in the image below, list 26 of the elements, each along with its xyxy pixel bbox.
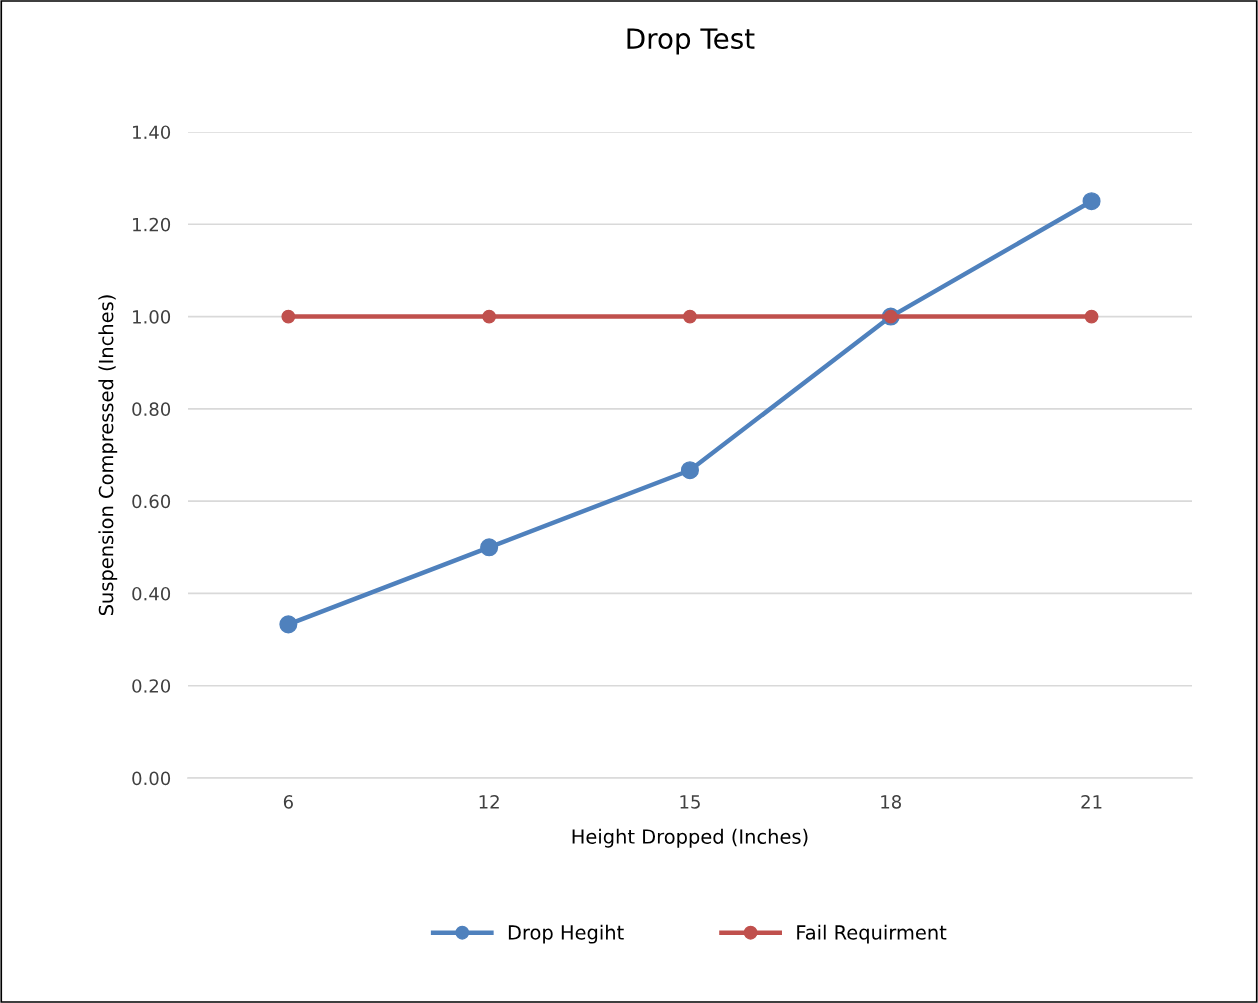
point — [281, 309, 296, 324]
y-tick-label: 0.20 — [132, 679, 171, 693]
y-tick-label: 1.00 — [133, 310, 171, 324]
y-tick-label: 0.40 — [132, 586, 171, 601]
x-tick-label: 21 — [1081, 795, 1102, 809]
point — [1084, 309, 1099, 324]
point — [279, 615, 298, 634]
point — [480, 538, 499, 557]
legend-label: Drop Hegiht — [508, 924, 624, 944]
chart-title: Drop Test — [627, 28, 755, 55]
y-tick-label: 0.00 — [132, 771, 171, 786]
point — [680, 461, 699, 480]
legend-label: Fail Requirment — [797, 924, 947, 944]
y-tick-label: 0.80 — [132, 402, 171, 416]
y-tick-label: 1.40 — [133, 125, 171, 140]
y-axis-title: Suspension Compressed (Inches) — [98, 295, 118, 616]
y-tick-label: 1.20 — [133, 217, 171, 232]
x-tick-label: 12 — [479, 795, 499, 809]
x-tick-label: 15 — [680, 795, 700, 809]
point — [1082, 192, 1101, 211]
y-tick-label: 0.60 — [132, 494, 171, 509]
x-tick-label: 6 — [283, 795, 293, 809]
x-axis-title: Height Dropped (Inches) — [572, 828, 808, 848]
point — [482, 309, 497, 324]
point — [683, 309, 697, 324]
x-tick-label: 18 — [881, 795, 901, 809]
